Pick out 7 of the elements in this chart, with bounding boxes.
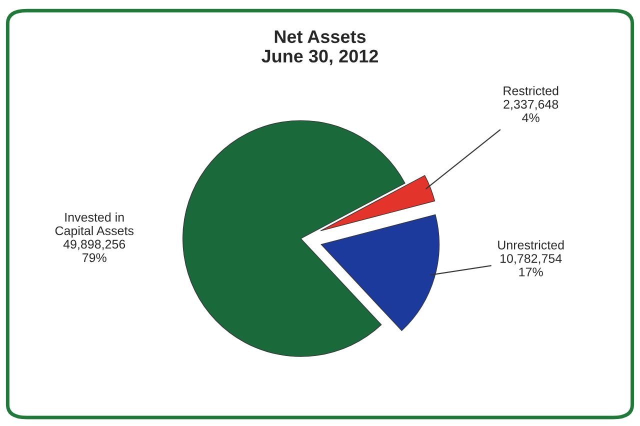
- slice-label: Unrestricted: [498, 240, 564, 250]
- data-label: 10,782,754 17%: [500, 254, 562, 276]
- chart-title: Net Assets June 30, 2012: [262, 30, 378, 66]
- slice-label: Restricted: [504, 86, 558, 96]
- data-label: 49,898,256 79%: [63, 240, 126, 262]
- slice-label: Invested in Capital Assets: [55, 212, 134, 238]
- data-label: 2,337,648 4%: [504, 100, 558, 122]
